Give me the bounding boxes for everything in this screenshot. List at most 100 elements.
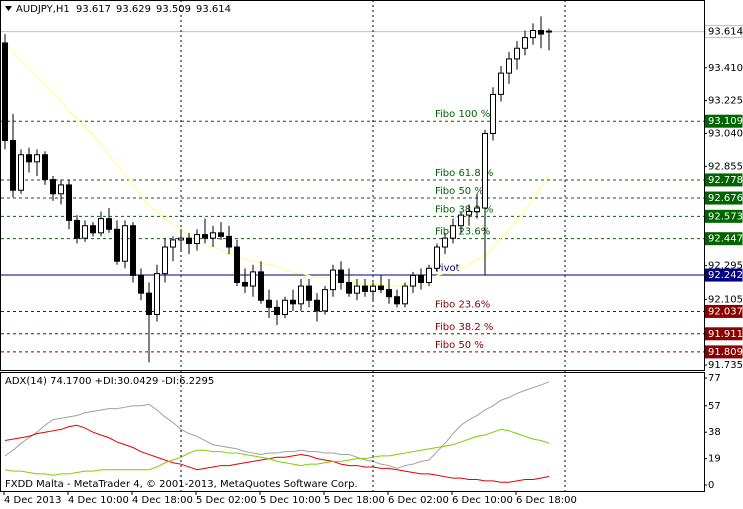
plot-layer: 93.410 93.225 93.040 92.855 92.295 92.105 91.7… <box>1 16 743 506</box>
candle-body <box>314 299 320 312</box>
candle-body <box>34 154 40 163</box>
x-tick-label: 4 Dec 18:00 <box>132 495 193 506</box>
candle-body <box>266 299 272 308</box>
candle-body <box>306 285 312 301</box>
symbol-icon <box>5 6 12 11</box>
price-box-label: 92.242 <box>708 270 743 281</box>
candle-body <box>354 285 360 294</box>
candle-body <box>138 274 144 294</box>
candle-body <box>106 218 112 230</box>
candle-body <box>154 273 160 315</box>
main-frame <box>0 0 705 371</box>
candle-body <box>450 225 456 239</box>
price-box-label: 92.778 <box>708 175 743 186</box>
candle-body <box>506 58 512 74</box>
candle-body <box>474 207 480 213</box>
level-label: Fibo 38.2 % <box>435 204 493 215</box>
y-tick-label: 77 <box>708 373 721 384</box>
candle-body <box>546 30 552 33</box>
candle-body <box>442 237 448 248</box>
candle-body <box>402 285 408 305</box>
level-label: Pivot <box>435 263 460 274</box>
candle-body <box>522 37 528 49</box>
candle-body <box>202 234 208 239</box>
candle-body <box>282 299 288 315</box>
ohlc-close: 93.614 <box>196 4 231 15</box>
x-tick-label: 6 Dec 18:00 <box>516 495 577 506</box>
candle-body <box>98 218 104 234</box>
moving-average <box>4 42 550 287</box>
level-label: Fibo 50 % <box>435 340 484 351</box>
candle-body <box>538 30 544 35</box>
price-box-label: 92.676 <box>708 193 743 204</box>
candle-body <box>194 234 200 244</box>
ohlc-low: 93.509 <box>156 4 191 15</box>
candle-body <box>490 93 496 134</box>
y-tick-label: 91.735 <box>708 360 743 371</box>
candle-body <box>362 285 368 292</box>
price-box-label: 91.809 <box>708 347 743 358</box>
candle-body <box>58 184 64 195</box>
candle-body <box>514 47 520 60</box>
symbol: AUDJPY,H1 <box>16 4 70 15</box>
level-label: Fibo 50 % <box>435 186 484 197</box>
price-box-label: 92.037 <box>708 306 743 317</box>
ohlc-high: 93.629 <box>116 4 151 15</box>
indicator-line <box>4 424 550 483</box>
candle-body <box>410 274 416 287</box>
candle-body <box>130 225 136 276</box>
candle-body <box>234 246 240 284</box>
indicator-line <box>4 428 550 476</box>
level-label: Fibo 61.8 % <box>435 168 493 179</box>
candle-body <box>458 214 464 227</box>
candle-body <box>242 282 248 287</box>
candle-body <box>298 285 304 305</box>
candle-body <box>498 72 504 95</box>
x-tick-label: 6 Dec 10:00 <box>452 495 513 506</box>
candle-body <box>122 225 128 262</box>
candle-body <box>18 154 24 191</box>
candle-body <box>210 232 216 239</box>
level-label: Fibo 100 % <box>435 109 490 120</box>
price-box-label: 92.573 <box>708 211 743 222</box>
y-tick-label: 19 <box>708 454 721 465</box>
candle-body <box>418 274 424 284</box>
indicator-title: ADX(14) 74.1700 +DI:30.0429 -DI:6.2295 <box>5 376 214 387</box>
y-tick-label: 93.410 <box>708 63 743 74</box>
price-box-label: 93.109 <box>708 116 743 127</box>
indicator-frame <box>0 372 705 492</box>
level-label: Fibo 38.2 % <box>435 322 493 333</box>
level-label: Fibo 23.6% <box>435 299 490 310</box>
candle-body <box>74 219 80 239</box>
footer: FXDD Malta - MetaTrader 4, © 2001-2013, … <box>5 479 358 490</box>
x-tick-label: 4 Dec 2013 <box>4 495 62 506</box>
candle-body <box>178 237 184 241</box>
candle-body <box>394 296 400 305</box>
y-tick-label: 93.040 <box>708 128 743 139</box>
price-box-label: 91.911 <box>708 329 743 340</box>
x-tick-label: 5 Dec 02:00 <box>196 495 257 506</box>
candle-body <box>66 184 72 221</box>
candle-body <box>186 237 192 244</box>
candle-body <box>274 306 280 315</box>
candle-body <box>10 140 16 191</box>
y-tick-label: 38 <box>708 427 721 438</box>
candle-body <box>50 179 56 195</box>
candle-body <box>466 211 472 216</box>
candle-body <box>434 246 440 269</box>
candle-body <box>90 225 96 234</box>
candle-body <box>26 154 32 163</box>
candle-body <box>2 42 8 142</box>
candle-body <box>338 269 344 284</box>
candle-body <box>330 269 336 291</box>
price-box-label: 92.447 <box>708 234 743 245</box>
x-tick-label: 4 Dec 10:00 <box>68 495 129 506</box>
x-tick-label: 6 Dec 02:00 <box>388 495 449 506</box>
candle-body <box>218 232 224 237</box>
indicator-line <box>4 381 550 469</box>
candle-body <box>258 271 264 301</box>
candle-body <box>426 267 432 284</box>
y-tick-label: 92.105 <box>708 294 743 305</box>
